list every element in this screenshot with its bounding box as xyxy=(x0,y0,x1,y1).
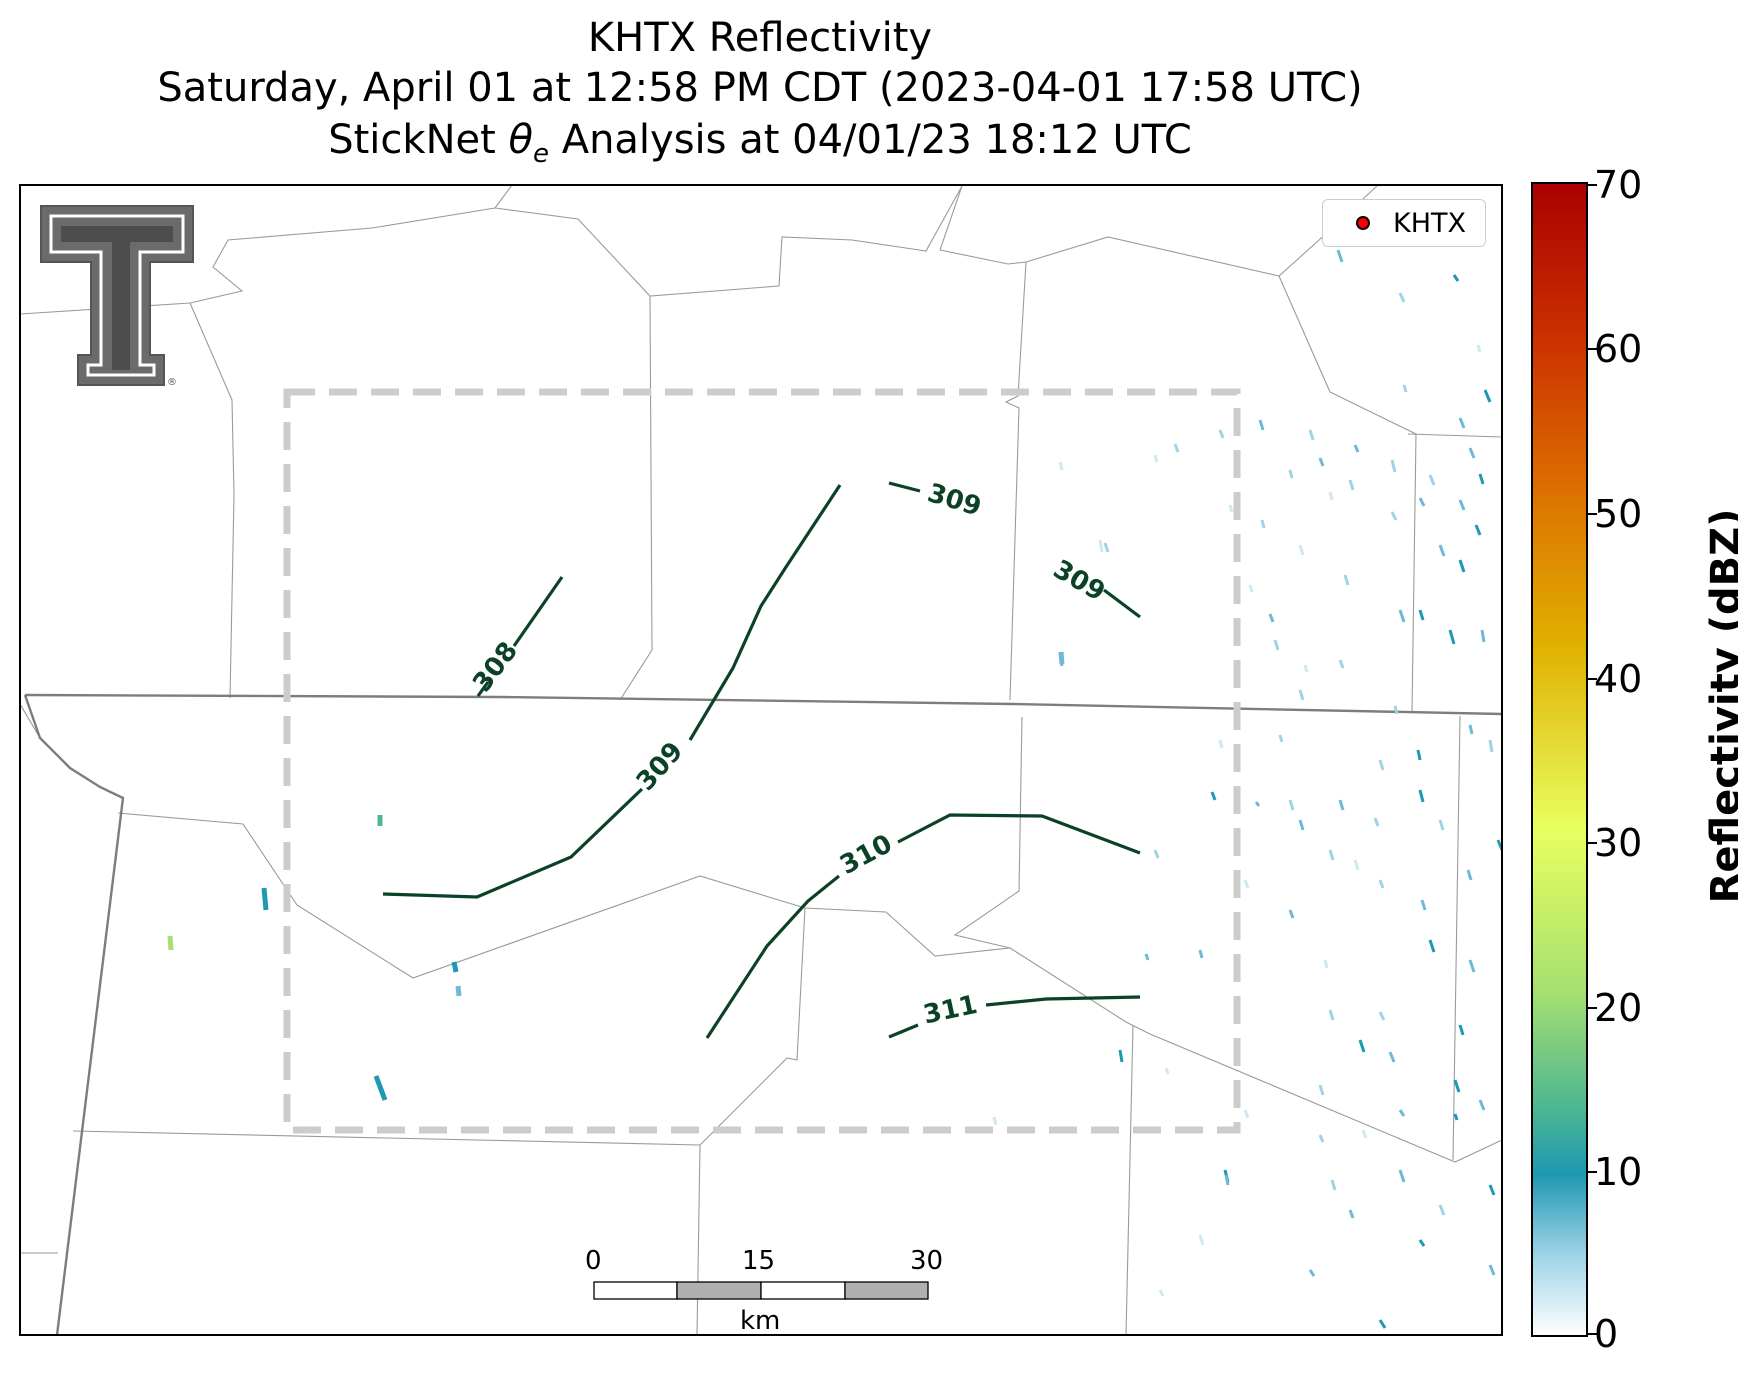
contour-line-311-right xyxy=(985,995,1141,1007)
scale-label-15: 15 xyxy=(742,1246,776,1276)
title-line-radar: KHTX Reflectivity xyxy=(587,15,933,61)
contour-label-310: 310 xyxy=(835,829,897,881)
logo-registered-mark: ® xyxy=(167,377,177,388)
colorbar xyxy=(1531,182,1588,1337)
contour-label-309-upper: 309 xyxy=(924,478,985,523)
theta-e-contours xyxy=(382,481,1141,1039)
colorbar-tick-0: 0 xyxy=(1594,1312,1619,1356)
legend-label: KHTX xyxy=(1393,208,1466,239)
title-line-datetime: Saturday, April 01 at 12:58 PM CDT (2023… xyxy=(157,65,1363,111)
colorbar-tick-10: 10 xyxy=(1594,1150,1643,1194)
contour-line-308 xyxy=(512,576,564,647)
map-frame xyxy=(19,184,1503,1336)
contour-line-310-left xyxy=(705,874,841,1039)
colorbar-ticks xyxy=(1587,184,1597,1335)
scale-unit: km xyxy=(740,1306,781,1336)
colorbar-tick-50: 50 xyxy=(1594,492,1643,536)
contour-line-308-tail xyxy=(476,681,490,697)
colorbar-title: Reflectivity (dBZ) xyxy=(1703,508,1738,904)
colorbar-tick-40: 40 xyxy=(1594,657,1643,701)
contour-label-311: 311 xyxy=(921,990,980,1031)
contour-line-310-right xyxy=(897,813,1141,855)
state-borders xyxy=(23,693,1502,1335)
reflectivity-returns xyxy=(992,249,1502,1329)
contour-label-309-right: 309 xyxy=(1048,555,1110,608)
map-area: 308 309 309 309 310 311 ® xyxy=(20,185,1502,1335)
colorbar-tick-70: 70 xyxy=(1594,163,1643,207)
colorbar-tick-20: 20 xyxy=(1594,986,1643,1030)
colorbar-tick-30: 30 xyxy=(1594,821,1643,865)
texas-tech-logo: ® xyxy=(40,205,194,388)
scale-bar xyxy=(593,1281,929,1300)
scale-label-0: 0 xyxy=(585,1246,602,1276)
scale-label-30: 30 xyxy=(910,1246,944,1276)
contour-line-309-right xyxy=(1103,588,1141,619)
radar-marker-icon xyxy=(1356,216,1370,230)
contour-line-309-upper xyxy=(888,481,921,493)
contour-line-309-main-top xyxy=(688,484,842,741)
county-borders xyxy=(20,185,1502,1335)
contour-line-309-main-bottom xyxy=(382,787,644,899)
analysis-domain-box xyxy=(283,388,1241,1134)
contour-label-309-main: 309 xyxy=(631,736,690,796)
contour-line-311-left xyxy=(888,1023,919,1039)
reflectivity-cells xyxy=(167,651,1065,1101)
colorbar-tick-60: 60 xyxy=(1594,327,1643,371)
title-line-analysis: StickNet θe Analysis at 04/01/23 18:12 U… xyxy=(328,117,1192,169)
map-legend: KHTX xyxy=(1322,199,1486,247)
